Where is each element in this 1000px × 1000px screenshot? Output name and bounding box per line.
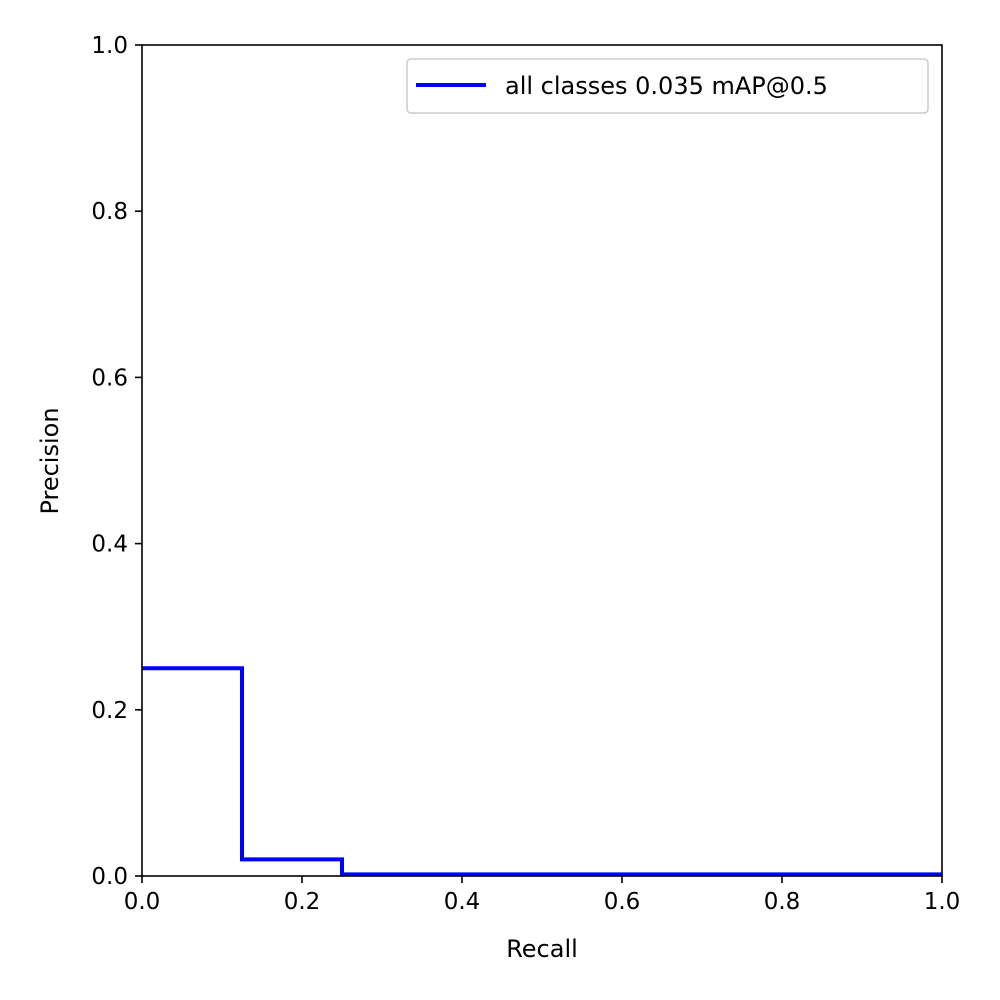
y-tick-label: 1.0	[91, 33, 128, 59]
x-axis-label: Recall	[506, 935, 578, 963]
legend: all classes 0.035 mAP@0.5	[406, 58, 929, 114]
x-tick-label: 0.4	[444, 889, 481, 915]
x-tick-label: 0.0	[124, 889, 161, 915]
y-axis-label: Precision	[36, 407, 64, 514]
y-tick-label: 0.8	[91, 199, 128, 225]
x-tick-label: 1.0	[924, 889, 961, 915]
y-axis-ticks: 0.0 0.2 0.4 0.6 0.8 1.0	[91, 33, 142, 890]
y-tick-label: 0.4	[91, 532, 128, 558]
series-layer	[142, 666, 942, 877]
x-axis-ticks: 0.0 0.2 0.4 0.6 0.8 1.0	[124, 876, 961, 915]
plot-area	[142, 45, 942, 876]
x-tick-label: 0.6	[604, 889, 641, 915]
x-tick-label: 0.2	[284, 889, 321, 915]
plot-frame	[141, 44, 943, 877]
legend-series-label: all classes 0.035 mAP@0.5	[505, 72, 828, 100]
y-tick-label: 0.0	[91, 864, 128, 890]
y-tick-label: 0.6	[91, 365, 128, 391]
y-tick-label: 0.2	[91, 698, 128, 724]
legend-box	[406, 58, 929, 114]
x-tick-label: 0.8	[764, 889, 801, 915]
series-line-0	[142, 666, 942, 877]
